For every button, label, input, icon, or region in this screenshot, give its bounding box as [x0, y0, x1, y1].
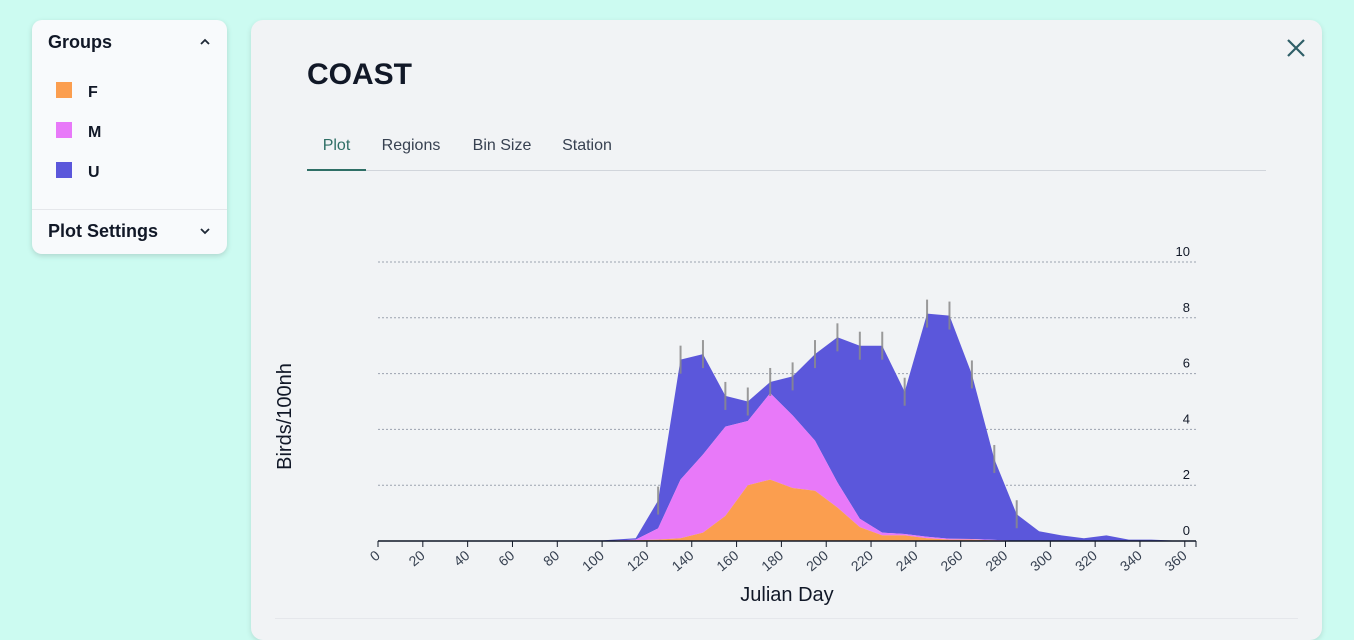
legend-swatch-m — [56, 122, 72, 138]
close-icon[interactable] — [1284, 36, 1308, 60]
panel-divider — [32, 209, 227, 210]
y-tick-label: 10 — [1176, 244, 1190, 259]
legend-item-u[interactable]: U — [56, 161, 100, 181]
y-tick-label: 6 — [1183, 356, 1190, 371]
x-tick-label: 300 — [1027, 547, 1055, 574]
x-tick-label: 240 — [893, 547, 921, 574]
x-tick-label: 280 — [982, 547, 1010, 574]
x-tick-label: 80 — [540, 547, 562, 569]
x-axis-title: Julian Day — [740, 584, 833, 606]
y-tick-label: 2 — [1183, 467, 1190, 482]
x-tick-label: 160 — [713, 547, 741, 574]
x-tick-label: 20 — [406, 547, 428, 569]
groups-panel: Groups F M U Plot Settings — [32, 20, 227, 254]
legend-label-m: M — [88, 124, 102, 141]
x-tick-label: 340 — [1117, 547, 1145, 574]
x-tick-label: 60 — [495, 547, 517, 569]
x-tick-label: 360 — [1162, 547, 1190, 574]
area-series-f — [378, 479, 1185, 541]
x-tick-label: 140 — [669, 547, 697, 574]
x-tick-label: 100 — [579, 547, 607, 574]
legend-swatch-f — [56, 82, 72, 98]
plot-settings-toggle[interactable]: Plot Settings — [48, 219, 211, 243]
y-tick-label: 8 — [1183, 300, 1190, 315]
groups-toggle[interactable]: Groups — [48, 32, 211, 52]
area-series-m — [378, 393, 1185, 541]
legend-swatch-u — [56, 162, 72, 178]
y-tick-label: 0 — [1183, 523, 1190, 538]
x-tick-label: 120 — [624, 547, 652, 574]
legend-label-f: F — [88, 84, 98, 101]
panel-divider-bottom — [275, 618, 1298, 619]
x-tick-label: 0 — [367, 547, 383, 564]
x-tick-label: 40 — [450, 547, 472, 569]
tab-regions[interactable]: Regions — [381, 137, 441, 154]
x-tick-label: 220 — [848, 547, 876, 574]
tab-plot[interactable]: Plot — [307, 126, 366, 171]
chevron-down-icon — [200, 228, 210, 235]
legend-label-u: U — [88, 164, 100, 181]
area-series-u — [378, 313, 1185, 541]
tab-bar: Plot Regions Bin Size Station — [307, 126, 1266, 171]
page-title: COAST — [307, 58, 412, 91]
tab-station[interactable]: Station — [562, 137, 612, 154]
main-panel: COAST Plot Regions Bin Size Station 0 2 4 6… — [251, 20, 1322, 640]
legend-item-m[interactable]: M — [56, 121, 102, 141]
y-tick-label: 4 — [1183, 411, 1190, 426]
x-tick-label: 180 — [758, 547, 786, 574]
chevron-up-icon — [200, 38, 210, 45]
x-tick-label: 320 — [1072, 547, 1100, 574]
legend-item-f[interactable]: F — [56, 81, 98, 101]
x-tick-label: 200 — [803, 547, 831, 574]
y-axis-title: Birds/100nh — [274, 363, 296, 470]
tab-bin-size[interactable]: Bin Size — [472, 137, 532, 154]
groups-title: Groups — [48, 31, 113, 52]
plot-settings-title: Plot Settings — [48, 220, 159, 241]
x-tick-label: 260 — [937, 547, 965, 574]
